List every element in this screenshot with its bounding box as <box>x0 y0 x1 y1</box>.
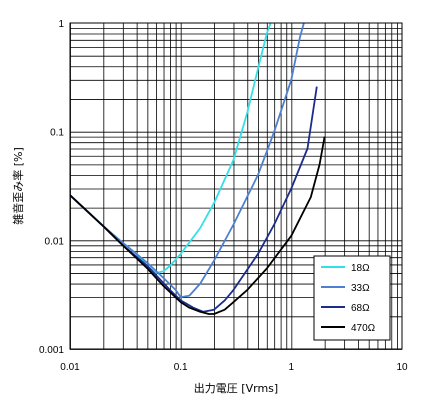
tick-labels: 0.01 0.1 1 10 1 0.1 0.01 0.001 <box>39 19 408 373</box>
series-line <box>69 22 305 299</box>
x-axis-label: 出力電圧 [Vrms] <box>194 381 278 395</box>
legend-label: 470Ω <box>351 323 376 334</box>
y-tick-label: 0.01 <box>45 236 65 247</box>
y-tick-label: 0.001 <box>39 345 64 356</box>
legend-label: 33Ω <box>351 283 370 294</box>
y-tick-label: 0.1 <box>50 128 64 139</box>
series-line <box>69 86 318 313</box>
plot-curves <box>69 22 326 315</box>
legend-label: 68Ω <box>351 303 370 314</box>
x-tick-label: 10 <box>396 362 408 373</box>
legend-label: 18Ω <box>351 263 370 274</box>
y-tick-label: 1 <box>58 19 64 30</box>
x-tick-label: 0.1 <box>174 362 188 373</box>
y-axis-label: 雑音歪み率 [%] <box>11 147 25 225</box>
legend: 18Ω 33Ω 68Ω 470Ω <box>313 255 391 341</box>
series-line <box>69 136 326 315</box>
x-tick-label: 1 <box>289 362 295 373</box>
x-tick-label: 0.01 <box>60 362 80 373</box>
plot-frame <box>69 22 403 350</box>
